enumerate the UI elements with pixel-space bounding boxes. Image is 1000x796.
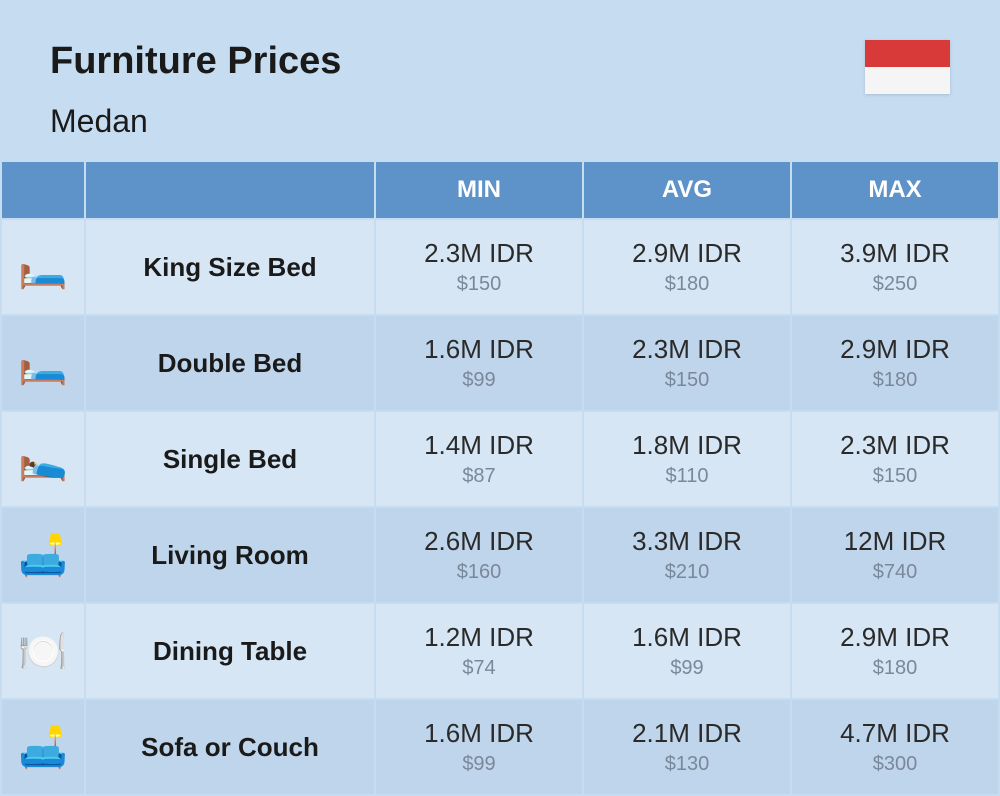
page-subtitle: Medan	[50, 103, 341, 140]
price-idr: 2.9M IDR	[792, 334, 998, 365]
price-avg: 2.1M IDR $130	[583, 699, 791, 795]
table-row: 🛏️ King Size Bed 2.3M IDR $150 2.9M IDR $1…	[1, 219, 999, 315]
price-idr: 1.8M IDR	[584, 430, 790, 461]
price-idr: 2.3M IDR	[792, 430, 998, 461]
price-avg: 2.3M IDR $150	[583, 315, 791, 411]
header-min: MIN	[375, 161, 583, 219]
flag-top-stripe	[865, 40, 950, 67]
price-avg: 2.9M IDR $180	[583, 219, 791, 315]
furniture-icon: 🛏️	[1, 315, 85, 411]
page-title: Furniture Prices	[50, 40, 341, 83]
header-avg: AVG	[583, 161, 791, 219]
country-flag-icon	[865, 40, 950, 94]
header: Furniture Prices Medan	[0, 0, 1000, 160]
furniture-name: Dining Table	[85, 603, 375, 699]
flag-bottom-stripe	[865, 67, 950, 94]
furniture-icon: 🛌	[1, 411, 85, 507]
price-usd: $250	[792, 273, 998, 296]
price-idr: 1.4M IDR	[376, 430, 582, 461]
price-max: 3.9M IDR $250	[791, 219, 999, 315]
table-row: 🛏️ Double Bed 1.6M IDR $99 2.3M IDR $150 2…	[1, 315, 999, 411]
table-row: 🛌 Single Bed 1.4M IDR $87 1.8M IDR $110 2.…	[1, 411, 999, 507]
price-idr: 3.3M IDR	[584, 526, 790, 557]
price-avg: 1.6M IDR $99	[583, 603, 791, 699]
furniture-name: Double Bed	[85, 315, 375, 411]
price-usd: $99	[584, 657, 790, 680]
price-min: 1.6M IDR $99	[375, 699, 583, 795]
price-max: 2.9M IDR $180	[791, 603, 999, 699]
price-idr: 12M IDR	[792, 526, 998, 557]
price-idr: 2.1M IDR	[584, 718, 790, 749]
price-idr: 2.3M IDR	[584, 334, 790, 365]
price-idr: 2.9M IDR	[584, 238, 790, 269]
price-idr: 4.7M IDR	[792, 718, 998, 749]
furniture-icon: 🛏️	[1, 219, 85, 315]
price-min: 1.2M IDR $74	[375, 603, 583, 699]
price-table: MIN AVG MAX 🛏️ King Size Bed 2.3M IDR $15…	[0, 160, 1000, 796]
table-row: 🛋️ Sofa or Couch 1.6M IDR $99 2.1M IDR $13…	[1, 699, 999, 795]
price-usd: $130	[584, 753, 790, 776]
furniture-icon: 🛋️	[1, 699, 85, 795]
furniture-icon: 🍽️	[1, 603, 85, 699]
price-idr: 2.9M IDR	[792, 622, 998, 653]
header-text: Furniture Prices Medan	[50, 40, 341, 140]
table-header-row: MIN AVG MAX	[1, 161, 999, 219]
price-max: 2.9M IDR $180	[791, 315, 999, 411]
price-usd: $210	[584, 561, 790, 584]
price-usd: $300	[792, 753, 998, 776]
price-idr: 1.6M IDR	[584, 622, 790, 653]
price-avg: 1.8M IDR $110	[583, 411, 791, 507]
price-usd: $99	[376, 369, 582, 392]
price-min: 1.6M IDR $99	[375, 315, 583, 411]
price-usd: $150	[792, 465, 998, 488]
header-icon-col	[1, 161, 85, 219]
header-name-col	[85, 161, 375, 219]
price-min: 2.6M IDR $160	[375, 507, 583, 603]
price-usd: $180	[584, 273, 790, 296]
price-max: 12M IDR $740	[791, 507, 999, 603]
furniture-name: Sofa or Couch	[85, 699, 375, 795]
price-idr: 2.3M IDR	[376, 238, 582, 269]
price-max: 4.7M IDR $300	[791, 699, 999, 795]
price-usd: $150	[376, 273, 582, 296]
price-min: 1.4M IDR $87	[375, 411, 583, 507]
furniture-icon: 🛋️	[1, 507, 85, 603]
table-body: 🛏️ King Size Bed 2.3M IDR$150 2.9M IDR$1…	[1, 219, 999, 795]
price-usd: $110	[584, 465, 790, 488]
header-max: MAX	[791, 161, 999, 219]
price-usd: $150	[584, 369, 790, 392]
furniture-name: Living Room	[85, 507, 375, 603]
price-usd: $160	[376, 561, 582, 584]
price-usd: $180	[792, 657, 998, 680]
price-usd: $87	[376, 465, 582, 488]
furniture-name: Single Bed	[85, 411, 375, 507]
price-idr: 3.9M IDR	[792, 238, 998, 269]
price-idr: 1.6M IDR	[376, 334, 582, 365]
price-avg: 3.3M IDR $210	[583, 507, 791, 603]
price-idr: 1.6M IDR	[376, 718, 582, 749]
price-max: 2.3M IDR $150	[791, 411, 999, 507]
price-idr: 1.2M IDR	[376, 622, 582, 653]
price-usd: $74	[376, 657, 582, 680]
price-idr: 2.6M IDR	[376, 526, 582, 557]
price-usd: $740	[792, 561, 998, 584]
table-row: 🍽️ Dining Table 1.2M IDR$74 1.6M IDR$99 …	[1, 603, 999, 699]
price-usd: $99	[376, 753, 582, 776]
table-row: 🛋️ Living Room 2.6M IDR $160 3.3M IDR $210…	[1, 507, 999, 603]
price-usd: $180	[792, 369, 998, 392]
furniture-name: King Size Bed	[85, 219, 375, 315]
price-min: 2.3M IDR $150	[375, 219, 583, 315]
